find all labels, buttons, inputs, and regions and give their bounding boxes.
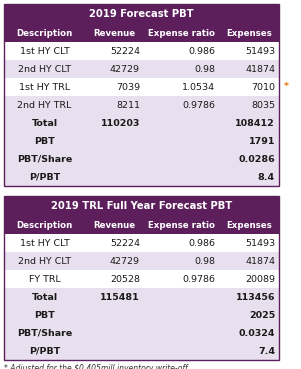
Text: 20089: 20089 — [245, 275, 275, 283]
Bar — [4, 168, 279, 186]
Text: 0.986: 0.986 — [188, 238, 215, 248]
Text: 113456: 113456 — [235, 293, 275, 301]
Bar — [4, 270, 279, 288]
Text: 7039: 7039 — [116, 83, 140, 92]
Text: 1st HY TRL: 1st HY TRL — [19, 83, 70, 92]
Text: *: * — [284, 83, 289, 92]
Text: 1st HY CLT: 1st HY CLT — [20, 238, 70, 248]
Text: 1.0534: 1.0534 — [182, 83, 215, 92]
Text: 115481: 115481 — [100, 293, 140, 301]
Text: 42729: 42729 — [110, 256, 140, 266]
Text: 52224: 52224 — [110, 46, 140, 55]
Text: 0.98: 0.98 — [194, 256, 215, 266]
Text: 1st HY CLT: 1st HY CLT — [20, 46, 70, 55]
Text: Total: Total — [31, 293, 57, 301]
Text: 2nd HY CLT: 2nd HY CLT — [18, 65, 71, 73]
Text: P/PBT: P/PBT — [29, 172, 60, 182]
Text: 0.98: 0.98 — [194, 65, 215, 73]
Text: 2nd HY TRL: 2nd HY TRL — [17, 100, 72, 110]
Text: * Adjusted for the $0.405mill inventory write-off: * Adjusted for the $0.405mill inventory … — [4, 364, 188, 369]
Text: Expense ratio: Expense ratio — [148, 221, 215, 230]
Text: 41874: 41874 — [245, 65, 275, 73]
Text: 2019 Forecast PBT: 2019 Forecast PBT — [89, 9, 194, 19]
Text: FY TRL: FY TRL — [29, 275, 61, 283]
Bar — [4, 4, 279, 186]
Text: 0.9786: 0.9786 — [182, 275, 215, 283]
Bar — [4, 42, 279, 60]
Text: Description: Description — [16, 28, 73, 38]
Bar — [4, 78, 279, 96]
Text: Expense ratio: Expense ratio — [148, 28, 215, 38]
Text: Expenses: Expenses — [226, 221, 272, 230]
Text: 0.9786: 0.9786 — [182, 100, 215, 110]
Text: 0.0286: 0.0286 — [238, 155, 275, 163]
Text: 1791: 1791 — [249, 137, 275, 145]
Bar — [4, 234, 279, 252]
Text: 41874: 41874 — [245, 256, 275, 266]
Bar — [4, 132, 279, 150]
Text: 108412: 108412 — [235, 118, 275, 128]
Text: 8035: 8035 — [251, 100, 275, 110]
Text: PBT: PBT — [34, 310, 55, 320]
Text: 20528: 20528 — [110, 275, 140, 283]
Text: Revenue: Revenue — [93, 28, 135, 38]
Text: Description: Description — [16, 221, 73, 230]
Text: 52224: 52224 — [110, 238, 140, 248]
Text: 8.4: 8.4 — [258, 172, 275, 182]
Bar — [4, 342, 279, 360]
Text: PBT/Share: PBT/Share — [17, 328, 72, 338]
Bar — [4, 114, 279, 132]
Text: 0.986: 0.986 — [188, 46, 215, 55]
Text: 7.4: 7.4 — [258, 346, 275, 355]
Bar — [4, 150, 279, 168]
Text: Total: Total — [31, 118, 57, 128]
Bar — [4, 24, 279, 42]
Bar — [4, 96, 279, 114]
Text: 110203: 110203 — [101, 118, 140, 128]
Bar — [4, 196, 279, 216]
Bar — [4, 252, 279, 270]
Bar — [4, 60, 279, 78]
Bar — [4, 288, 279, 306]
Text: PBT: PBT — [34, 137, 55, 145]
Text: 7010: 7010 — [251, 83, 275, 92]
Text: 2nd HY CLT: 2nd HY CLT — [18, 256, 71, 266]
Bar — [4, 306, 279, 324]
Text: Revenue: Revenue — [93, 221, 135, 230]
Text: 51493: 51493 — [245, 238, 275, 248]
Text: 0.0324: 0.0324 — [238, 328, 275, 338]
Text: 42729: 42729 — [110, 65, 140, 73]
Text: 2019 TRL Full Year Forecast PBT: 2019 TRL Full Year Forecast PBT — [51, 201, 232, 211]
Text: P/PBT: P/PBT — [29, 346, 60, 355]
Bar — [4, 4, 279, 24]
Bar — [4, 216, 279, 234]
Text: 8211: 8211 — [116, 100, 140, 110]
Bar — [4, 324, 279, 342]
Text: PBT/Share: PBT/Share — [17, 155, 72, 163]
Text: Expenses: Expenses — [226, 28, 272, 38]
Text: 51493: 51493 — [245, 46, 275, 55]
Text: 2025: 2025 — [249, 310, 275, 320]
Bar — [4, 196, 279, 360]
